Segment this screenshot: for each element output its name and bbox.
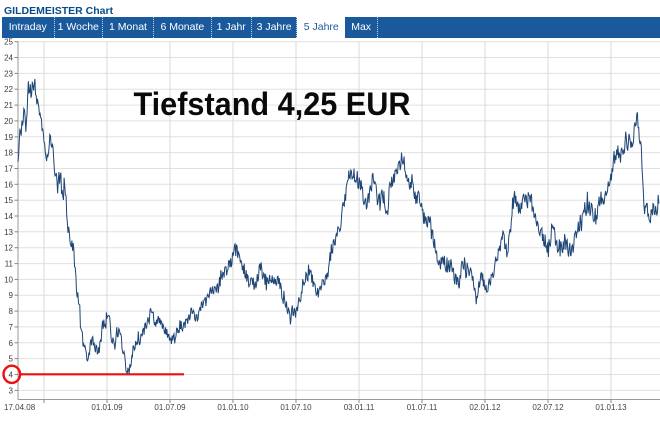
svg-text:6: 6 bbox=[9, 339, 14, 348]
svg-text:01.07.09: 01.07.09 bbox=[154, 403, 186, 412]
svg-text:8: 8 bbox=[9, 307, 14, 316]
svg-text:15: 15 bbox=[4, 196, 13, 205]
svg-text:01.01.13: 01.01.13 bbox=[595, 403, 627, 412]
svg-text:12: 12 bbox=[4, 244, 13, 253]
svg-text:17.04.08: 17.04.08 bbox=[4, 403, 36, 412]
svg-text:18: 18 bbox=[4, 149, 13, 158]
svg-text:01.01.09: 01.01.09 bbox=[91, 403, 123, 412]
svg-text:Tiefstand 4,25 EUR: Tiefstand 4,25 EUR bbox=[134, 86, 411, 122]
svg-text:02.07.12: 02.07.12 bbox=[532, 403, 564, 412]
svg-text:20: 20 bbox=[4, 117, 13, 126]
svg-text:10: 10 bbox=[4, 275, 13, 284]
svg-text:5: 5 bbox=[9, 355, 14, 364]
svg-text:9: 9 bbox=[9, 291, 14, 300]
svg-text:24: 24 bbox=[4, 54, 13, 63]
svg-text:01.01.10: 01.01.10 bbox=[217, 403, 249, 412]
svg-text:13: 13 bbox=[4, 228, 13, 237]
svg-text:19: 19 bbox=[4, 133, 13, 142]
svg-text:11: 11 bbox=[5, 260, 14, 269]
svg-text:23: 23 bbox=[4, 69, 13, 78]
svg-text:17: 17 bbox=[4, 165, 13, 174]
svg-text:16: 16 bbox=[4, 180, 13, 189]
svg-text:7: 7 bbox=[9, 323, 14, 332]
svg-text:03.01.11: 03.01.11 bbox=[344, 403, 375, 412]
svg-text:22: 22 bbox=[4, 85, 13, 94]
svg-text:21: 21 bbox=[4, 101, 13, 110]
svg-text:4: 4 bbox=[9, 371, 14, 380]
svg-text:01.07.10: 01.07.10 bbox=[280, 403, 312, 412]
svg-text:14: 14 bbox=[4, 212, 13, 221]
svg-text:01.07.11: 01.07.11 bbox=[407, 403, 438, 412]
svg-text:25: 25 bbox=[4, 38, 13, 47]
svg-text:02.01.12: 02.01.12 bbox=[469, 403, 501, 412]
svg-text:3: 3 bbox=[9, 386, 14, 395]
